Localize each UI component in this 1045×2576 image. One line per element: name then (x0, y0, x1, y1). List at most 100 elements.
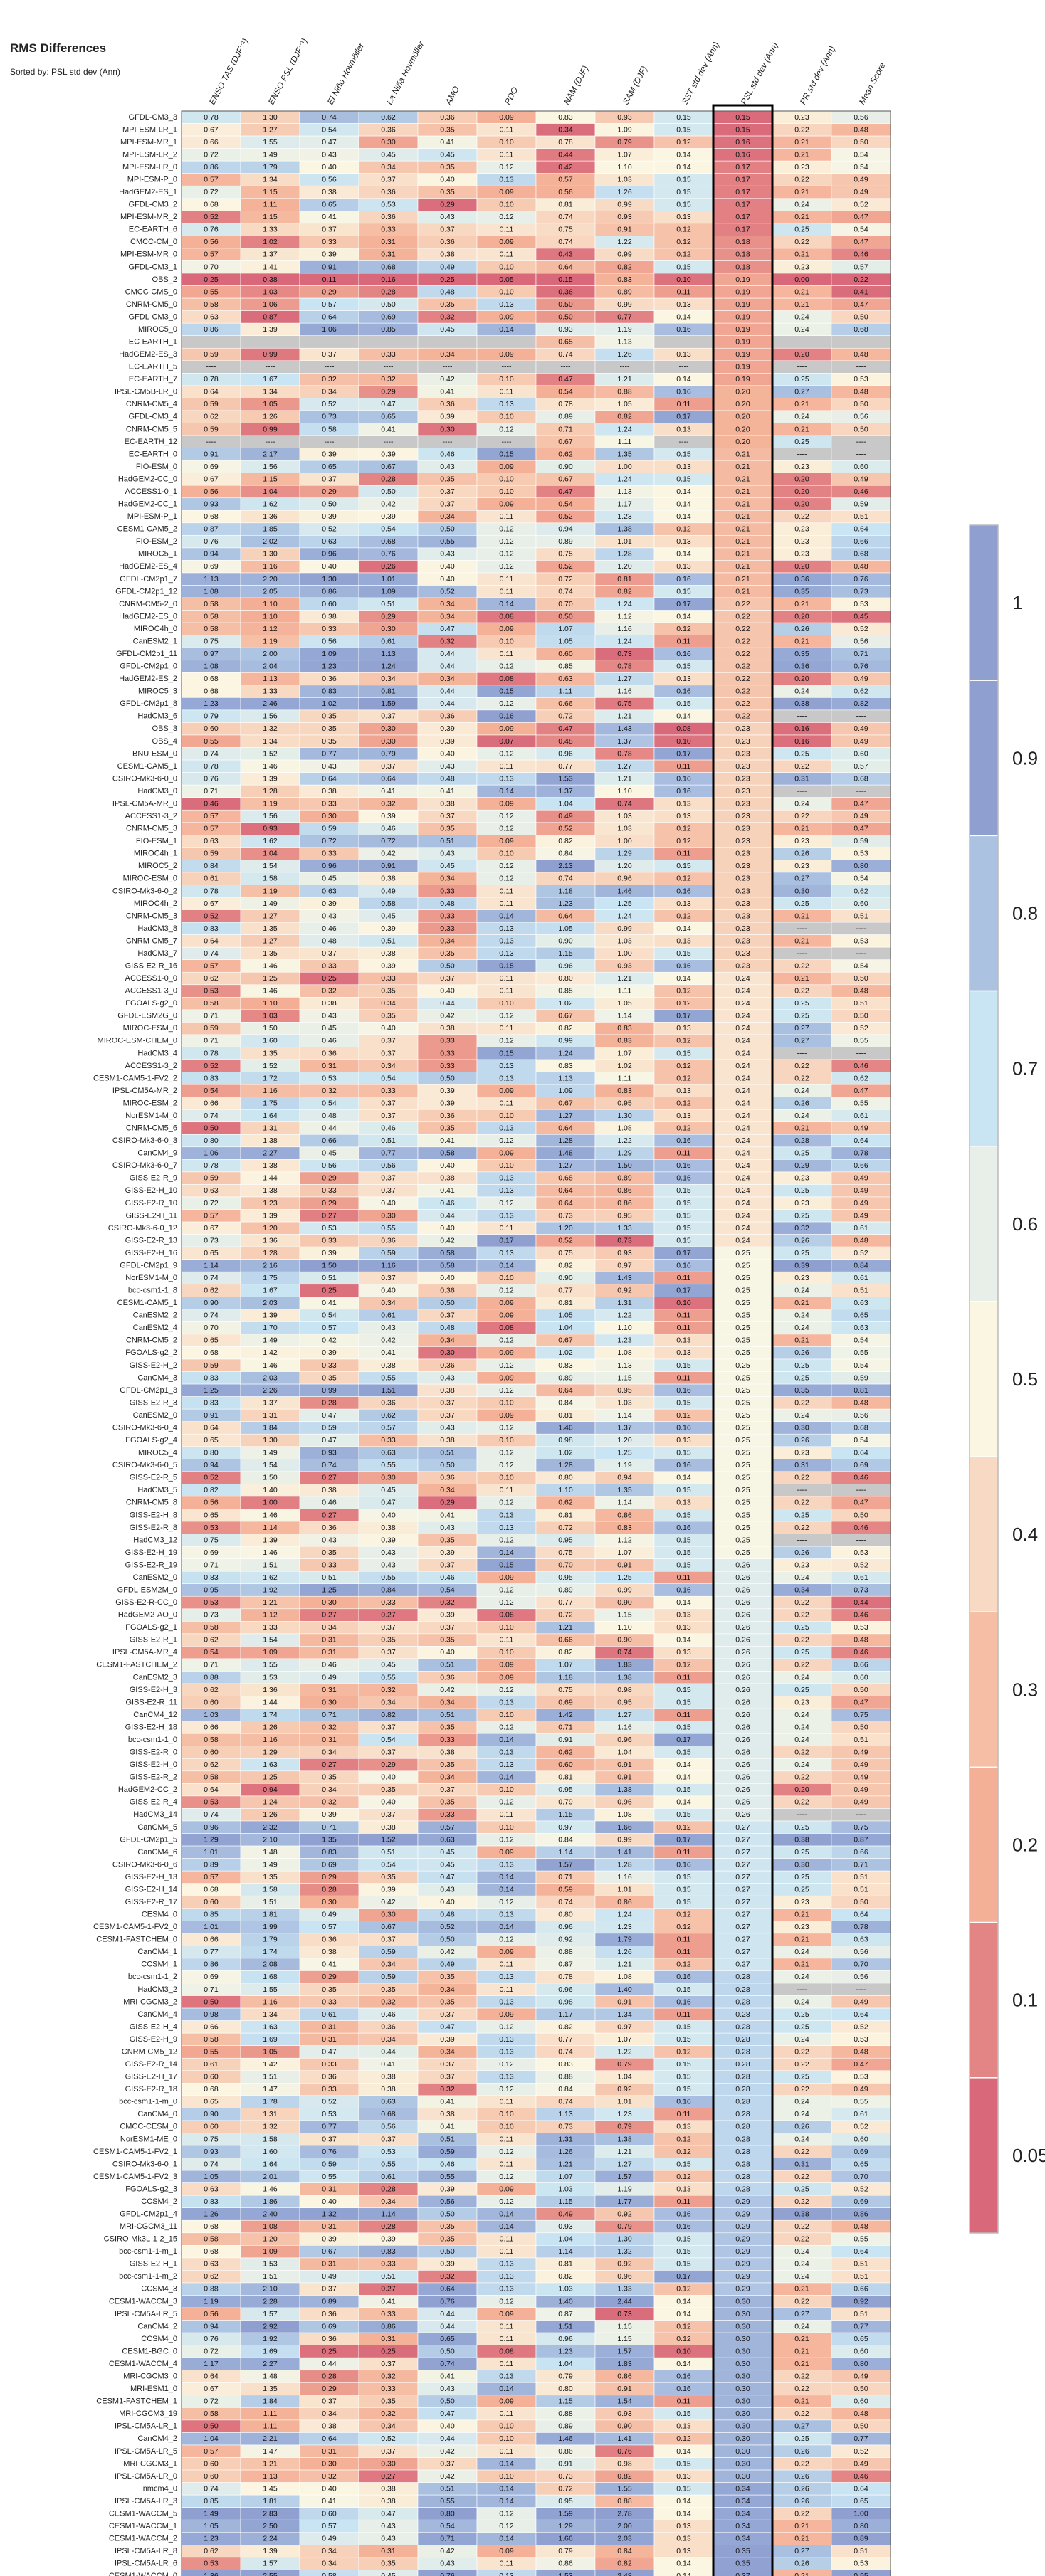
cell-value: 0.64 (854, 1136, 868, 1145)
cell-value: 0.35 (794, 650, 809, 658)
cell-value: 0.89 (558, 2422, 573, 2431)
cell-value: 0.25 (381, 2347, 396, 2355)
cell-value: 0.61 (854, 2110, 868, 2118)
cell-value: 0.49 (322, 2272, 337, 2281)
cell-value: 0.21 (794, 1336, 809, 1345)
cell-value: 0.81 (854, 1386, 868, 1395)
cell-value: 0.31 (322, 2022, 337, 2031)
cell-value: 0.40 (381, 1287, 396, 1295)
cell-value: 0.50 (558, 612, 573, 621)
cell-value: 0.96 (558, 749, 573, 758)
cell-value: 0.38 (440, 1174, 455, 1183)
cell-value: 0.35 (440, 1636, 455, 1645)
row-label: CESM1-WACCM_2 (109, 2535, 177, 2543)
cell-value: 0.13 (676, 2522, 691, 2530)
cell-value: 0.11 (500, 150, 514, 159)
cell-value: 0.21 (794, 250, 809, 259)
cell-value: 0.56 (854, 113, 868, 122)
cell-value: ---- (443, 438, 453, 446)
cell-value: 0.16 (676, 2372, 691, 2381)
cell-value: 1.12 (617, 612, 632, 621)
cell-value: 0.56 (854, 1973, 868, 1981)
row-label: MIROC5_4 (138, 1449, 177, 1457)
cell-value: 0.90 (617, 2422, 632, 2431)
cell-value: 1.31 (263, 2110, 278, 2118)
cell-value: 0.11 (677, 1948, 691, 1956)
cell-value: 0.49 (854, 2085, 868, 2094)
cell-value: 0.35 (322, 737, 337, 746)
cell-value: 0.56 (854, 1948, 868, 1956)
cell-value: 0.09 (499, 2547, 514, 2555)
cell-value: 0.14 (499, 600, 514, 608)
cell-value: 0.12 (676, 2135, 691, 2143)
cell-value: ---- (325, 438, 335, 446)
cell-value: 0.12 (676, 1823, 691, 1832)
cell-value: 0.22 (794, 1474, 809, 1482)
cell-value: 0.12 (499, 1536, 514, 1544)
cell-value: 0.46 (204, 799, 219, 808)
cell-value: 0.55 (204, 737, 219, 746)
row-label: MIROC4h_0 (134, 625, 177, 633)
cell-value: 0.47 (558, 375, 573, 384)
cell-value: 0.59 (381, 1249, 396, 1257)
cell-value: 0.30 (381, 625, 396, 633)
cell-value: 0.33 (322, 2085, 337, 2094)
cell-value: 1.99 (263, 1923, 278, 1931)
cell-value: 0.60 (322, 2509, 337, 2518)
cell-value: 0.43 (381, 1561, 396, 1569)
cell-value: 0.15 (676, 1898, 691, 1906)
cell-value: 0.43 (322, 762, 337, 771)
cell-value: 1.24 (617, 637, 632, 645)
cell-value: 0.22 (794, 2148, 809, 2156)
cell-value: 0.33 (322, 1997, 337, 2006)
cell-value: 1.05 (263, 400, 278, 408)
cell-value: 0.11 (500, 887, 514, 895)
cell-value: 0.46 (854, 487, 868, 496)
cell-value: 0.88 (617, 388, 632, 396)
cell-value: 0.36 (440, 1112, 455, 1120)
row-label: GFDL-CM2p1_3 (120, 1386, 177, 1395)
cell-value: ---- (797, 450, 807, 458)
cell-value: 1.20 (617, 1436, 632, 1445)
cell-value: 0.23 (735, 774, 750, 783)
cell-value: 0.64 (854, 1449, 868, 1457)
cell-value: 1.15 (558, 2397, 573, 2406)
cell-value: 0.35 (440, 1798, 455, 1807)
cell-value: 0.14 (676, 1761, 691, 1769)
cell-value: ---- (856, 949, 866, 958)
cell-value: 0.10 (499, 2422, 514, 2431)
cell-value: 0.49 (854, 2459, 868, 2468)
cell-value: 0.20 (794, 675, 809, 683)
cell-value: 0.62 (204, 1761, 219, 1769)
cell-value: 0.80 (854, 2522, 868, 2530)
cell-value: 1.13 (204, 575, 219, 584)
cell-value: 0.64 (854, 2010, 868, 2019)
cell-value: 0.74 (204, 1311, 219, 1320)
row-label: CNRM-CM5_7 (126, 936, 177, 945)
cell-value: 0.50 (854, 1898, 868, 1906)
cell-value: 0.12 (499, 163, 514, 171)
cell-value: 0.83 (558, 2060, 573, 2069)
cell-value: 0.62 (854, 1074, 868, 1082)
cell-value: 0.37 (381, 175, 396, 184)
cell-value: 0.12 (676, 1911, 691, 1919)
cell-value: 0.74 (617, 799, 632, 808)
cell-value: 0.11 (677, 1848, 691, 1857)
cell-value: 0.72 (558, 1524, 573, 1532)
cell-value: 0.32 (322, 1723, 337, 1731)
cell-value: 0.45 (854, 612, 868, 621)
cell-value: 1.53 (263, 1673, 278, 1682)
cell-value: 0.38 (440, 799, 455, 808)
cell-value: 1.33 (617, 1224, 632, 1232)
cell-value: 0.11 (500, 2247, 514, 2256)
cell-value: 0.43 (558, 250, 573, 259)
cell-value: 0.33 (440, 1049, 455, 1057)
cell-value: 0.12 (499, 1898, 514, 1906)
row-label: HadGEM2-ES_4 (119, 562, 177, 571)
cell-value: 0.22 (794, 1636, 809, 1645)
cell-value: 0.25 (322, 1287, 337, 1295)
cell-value: 0.36 (440, 1474, 455, 1482)
row-label: FGOALS-g2_4 (125, 1436, 177, 1445)
cell-value: ---- (797, 924, 807, 933)
cell-value: 0.42 (440, 2472, 455, 2481)
